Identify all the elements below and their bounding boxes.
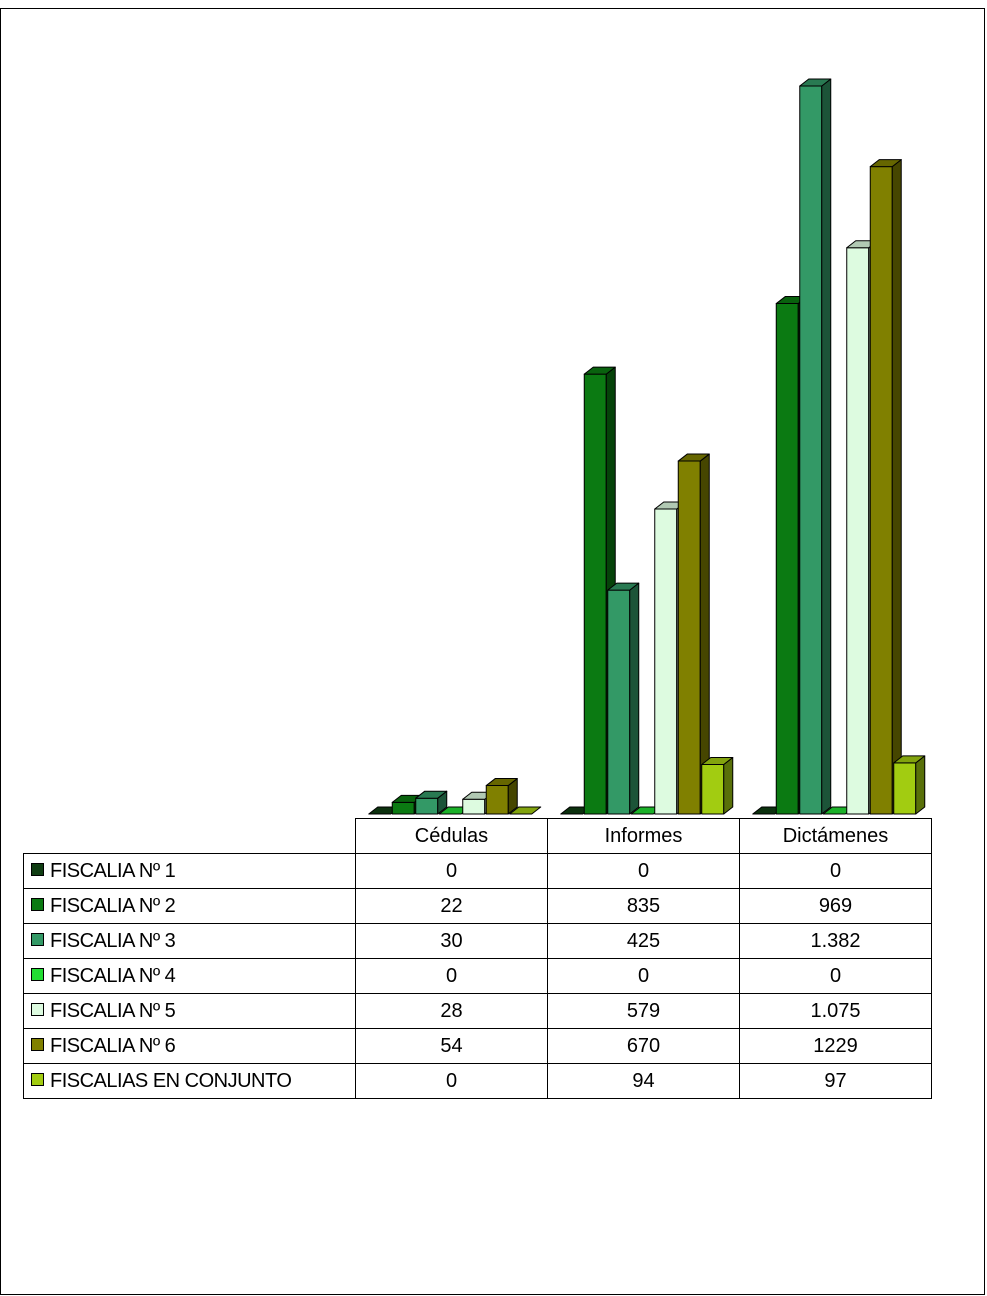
series-name: FISCALIA Nº 6 — [50, 1034, 176, 1057]
bar-top — [701, 756, 734, 765]
legend-key-icon — [31, 1037, 44, 1051]
table-row: FISCALIA Nº 6 54 670 1229 — [23, 1028, 932, 1064]
table-cell: 579 — [547, 993, 740, 1029]
bar-front — [583, 373, 607, 815]
series-name: FISCALIA Nº 5 — [50, 999, 176, 1022]
bar-group-1 — [560, 366, 734, 815]
legend-key-icon — [31, 897, 44, 911]
bar-front — [607, 589, 631, 815]
data-table-corner — [23, 818, 356, 854]
bar — [799, 78, 832, 815]
bar-front — [677, 460, 701, 815]
bar-top — [893, 755, 926, 764]
series-name: FISCALIA Nº 3 — [50, 929, 176, 952]
bar-side — [723, 756, 734, 815]
bar — [415, 790, 448, 815]
bar-group-2 — [752, 78, 926, 815]
bar-front — [415, 797, 439, 815]
table-row: FISCALIA Nº 5 28 579 1.075 — [23, 993, 932, 1029]
bar-top — [583, 366, 616, 375]
bar-top — [415, 790, 448, 799]
bar-side — [891, 159, 902, 815]
category-header-2: Dictámenes — [739, 818, 932, 854]
bar-top — [869, 159, 902, 168]
series-name: FISCALIA Nº 2 — [50, 894, 176, 917]
data-table-body: FISCALIA Nº 1 0 0 0 FISCALIA Nº 2 22 835 969 FIS… — [23, 853, 932, 1099]
bar-front — [893, 762, 917, 815]
bar — [701, 756, 734, 815]
legend-key-icon — [31, 1002, 44, 1016]
category-header-1: Informes — [547, 818, 740, 854]
bar — [607, 582, 640, 815]
table-cell: 0 — [355, 853, 548, 889]
bar-chart — [368, 78, 926, 815]
table-cell: 97 — [739, 1063, 932, 1099]
table-row: FISCALIAS EN CONJUNTO 0 94 97 — [23, 1063, 932, 1099]
legend-key-icon — [31, 967, 44, 981]
series-name: FISCALIAS EN CONJUNTO — [50, 1069, 292, 1092]
series-label: FISCALIA Nº 1 — [23, 853, 356, 889]
table-row: FISCALIA Nº 3 30 425 1.382 — [23, 923, 932, 959]
table-cell: 1.075 — [739, 993, 932, 1029]
series-label: FISCALIA Nº 4 — [23, 958, 356, 994]
legend-key-icon — [31, 932, 44, 946]
table-cell: 969 — [739, 888, 932, 924]
bar — [485, 778, 518, 815]
table-cell: 28 — [355, 993, 548, 1029]
table-cell: 0 — [547, 853, 740, 889]
table-cell: 670 — [547, 1028, 740, 1064]
bar — [509, 806, 542, 815]
series-label: FISCALIAS EN CONJUNTO — [23, 1063, 356, 1099]
table-cell: 0 — [739, 853, 932, 889]
series-name: FISCALIA Nº 1 — [50, 859, 176, 882]
table-row: FISCALIA Nº 2 22 835 969 — [23, 888, 932, 924]
bar — [869, 159, 902, 815]
bar-front — [846, 247, 870, 815]
bar — [893, 755, 926, 815]
bar-top — [607, 582, 640, 591]
bar — [677, 453, 710, 815]
series-label: FISCALIA Nº 2 — [23, 888, 356, 924]
data-table-header-row: Cédulas Informes Dictámenes — [23, 818, 932, 854]
bar-front — [485, 785, 509, 815]
bar-front — [775, 303, 799, 815]
series-label: FISCALIA Nº 3 — [23, 923, 356, 959]
category-header-0: Cédulas — [355, 818, 548, 854]
table-cell: 0 — [355, 1063, 548, 1099]
bar-top — [485, 778, 518, 787]
bar-top — [677, 453, 710, 462]
bar-front — [391, 801, 415, 815]
table-cell: 1229 — [739, 1028, 932, 1064]
table-cell: 22 — [355, 888, 548, 924]
table-cell: 54 — [355, 1028, 548, 1064]
bar-side — [915, 755, 926, 815]
bar-front — [654, 508, 678, 815]
table-cell: 1.382 — [739, 923, 932, 959]
table-cell: 0 — [355, 958, 548, 994]
table-cell: 30 — [355, 923, 548, 959]
table-cell: 94 — [547, 1063, 740, 1099]
bar-group-0 — [368, 778, 542, 815]
bar-side — [821, 78, 832, 815]
bar-front — [799, 85, 823, 815]
series-name: FISCALIA Nº 4 — [50, 964, 176, 987]
bar-side — [629, 582, 640, 815]
table-cell: 0 — [739, 958, 932, 994]
legend-key-icon — [31, 1072, 44, 1086]
series-label: FISCALIA Nº 6 — [23, 1028, 356, 1064]
bar-top — [509, 806, 542, 815]
table-cell: 0 — [547, 958, 740, 994]
data-table: Cédulas Informes Dictámenes FISCALIA Nº 1 0… — [23, 818, 932, 1099]
legend-key-icon — [31, 862, 44, 876]
bar-top — [799, 78, 832, 87]
bar-front — [869, 166, 893, 815]
table-cell: 835 — [547, 888, 740, 924]
bar-front — [462, 798, 486, 815]
bar-front — [701, 763, 725, 815]
table-cell: 425 — [547, 923, 740, 959]
series-label: FISCALIA Nº 5 — [23, 993, 356, 1029]
